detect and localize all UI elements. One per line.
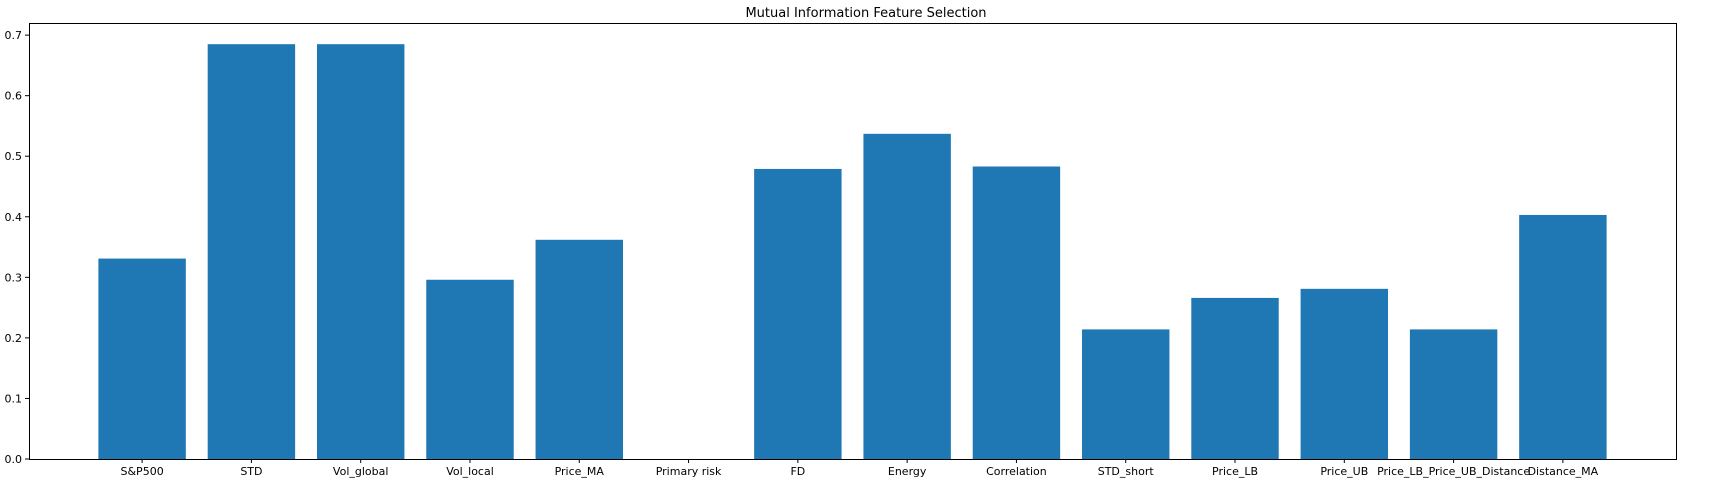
bar-8 (972, 166, 1061, 459)
y-tick-label-6: 0.6 (5, 90, 23, 103)
bar-4 (535, 239, 623, 459)
bar-9 (1082, 329, 1170, 459)
bar-2 (316, 44, 405, 459)
x-tick-label-1: STD (240, 465, 262, 478)
bar-6 (754, 168, 842, 459)
x-tick-label-5: Primary risk (656, 465, 722, 478)
bar-1 (207, 44, 296, 459)
bar-13 (1519, 214, 1607, 459)
y-tick-label-1: 0.1 (5, 392, 23, 405)
x-tick-label-6: FD (790, 465, 805, 478)
x-tick-label-9: STD_short (1098, 465, 1155, 478)
x-tick-label-12: Price_LB_Price_UB_Distance (1377, 465, 1530, 478)
y-tick-label-4: 0.4 (5, 211, 23, 224)
x-tick-label-0: S&P500 (121, 465, 164, 478)
bar-7 (863, 133, 951, 460)
x-tick-label-7: Energy (888, 465, 927, 478)
y-tick-label-2: 0.2 (5, 332, 23, 345)
x-tick-label-10: Price_LB (1212, 465, 1258, 478)
bar-12 (1409, 329, 1498, 459)
y-tick-label-3: 0.3 (5, 271, 23, 284)
plot-frame (29, 23, 1677, 460)
bar-11 (1300, 288, 1389, 459)
x-tick-label-13: Distance_MA (1528, 465, 1599, 478)
bar-10 (1191, 297, 1279, 459)
x-tick-label-8: Correlation (986, 465, 1047, 478)
bars-group (98, 44, 1607, 460)
x-tick-label-11: Price_UB (1320, 465, 1368, 478)
x-axis: S&P500 STD Vol_global Vol_local Price_MA Prim… (121, 459, 1599, 478)
x-tick-label-3: Vol_local (446, 465, 494, 478)
x-tick-label-4: Price_MA (555, 465, 605, 478)
y-tick-label-5: 0.5 (5, 150, 23, 163)
bar-0 (98, 258, 186, 459)
y-tick-label-0: 0.0 (5, 453, 23, 466)
x-tick-label-2: Vol_global (333, 465, 389, 478)
chart-title: Mutual Information Feature Selection (745, 6, 986, 21)
bar-3 (426, 279, 514, 459)
y-axis: 0.0 0.1 0.2 0.3 0.4 0.5 0.6 0.7 (5, 29, 29, 466)
y-tick-label-7: 0.7 (5, 29, 23, 42)
